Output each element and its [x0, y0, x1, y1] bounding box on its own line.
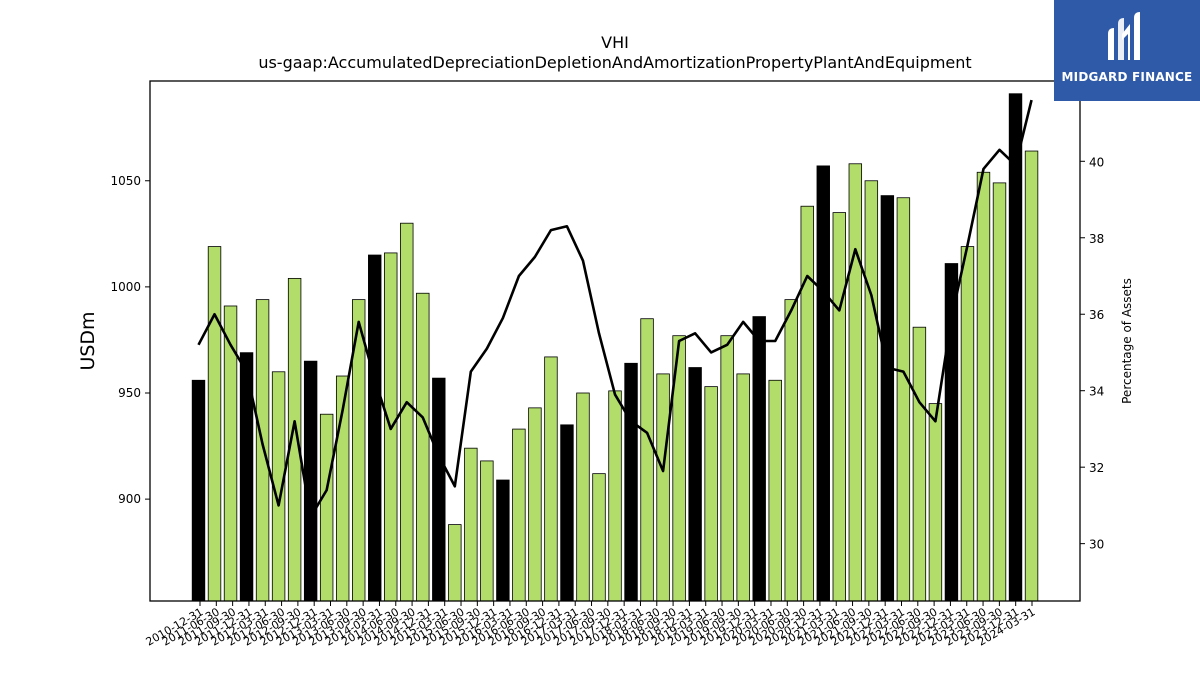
bar-quarterly: [592, 473, 606, 602]
y2-tick-label: 40: [1089, 155, 1104, 169]
bar-quarterly: [832, 212, 847, 602]
bar-annual: [816, 165, 830, 602]
bar-quarterly: [992, 182, 1007, 602]
bar-quarterly: [464, 447, 478, 602]
x-axis: 2010-12-312011-06-302011-09-302011-12-31…: [144, 601, 1038, 649]
y-axis-label: USDm: [77, 311, 99, 370]
y2-axis-label: Percentage of Assets: [1120, 278, 1134, 404]
y2-tick-label: 38: [1089, 232, 1104, 246]
y-axis-left: 900 950 1000 1050: [110, 174, 150, 506]
bar-annual: [368, 254, 382, 602]
brand-name: MIDGARD FINANCE: [1061, 70, 1193, 84]
bar-quarterly: [912, 326, 927, 602]
brand-logo: MIDGARD FINANCE: [1054, 0, 1200, 101]
y-axis-right: 30 32 34 36 38 40: [1080, 155, 1104, 552]
bar-quarterly: [960, 246, 975, 602]
bar-quarterly: [416, 292, 430, 602]
bar-quarterly: [528, 407, 542, 602]
plot-frame: [149, 80, 1081, 602]
bar-quarterly: [800, 205, 814, 602]
bar-quarterly: [480, 460, 494, 602]
bar-quarterly: [640, 318, 654, 602]
y2-tick-label: 34: [1089, 385, 1104, 399]
bar-quarterly: [576, 392, 590, 602]
y-tick-label: 1050: [110, 174, 141, 188]
bar-annual: [752, 316, 766, 602]
bar-annual: [624, 362, 638, 602]
bar-quarterly: [768, 379, 782, 602]
bar-series: [191, 93, 1039, 602]
bar-quarterly: [255, 299, 270, 602]
bar-quarterly: [656, 373, 670, 602]
bar-quarterly: [448, 524, 462, 602]
bar-quarterly: [720, 335, 734, 602]
line-series: [197, 99, 1033, 519]
y2-tick-label: 36: [1089, 308, 1104, 322]
bar-quarterly: [864, 180, 879, 602]
bar-annual: [191, 379, 206, 602]
bar-annual: [496, 479, 510, 602]
y2-tick-label: 32: [1089, 461, 1104, 475]
bar-quarterly: [1024, 150, 1039, 602]
bar-quarterly: [544, 356, 558, 602]
bar-annual: [303, 360, 318, 602]
chart-title: VHI: [601, 33, 629, 52]
y2-tick-label: 30: [1089, 538, 1104, 552]
y-tick-label: 950: [118, 386, 141, 400]
bar-annual: [880, 195, 895, 602]
midgard-logo-icon: [1108, 12, 1140, 60]
bar-annual: [1008, 93, 1023, 602]
percentage-of-assets-line: [197, 99, 1033, 519]
bar-quarterly: [784, 299, 798, 602]
bar-quarterly: [976, 171, 991, 602]
bar-quarterly: [608, 390, 622, 602]
bar-annual: [560, 424, 574, 602]
bar-quarterly: [736, 373, 750, 602]
chart-subtitle: us-gaap:AccumulatedDepreciationDepletion…: [258, 53, 971, 72]
y-tick-label: 1000: [110, 280, 141, 294]
bar-quarterly: [848, 163, 863, 602]
bar-quarterly: [512, 428, 526, 602]
bar-quarterly: [207, 246, 222, 602]
bar-annual: [688, 367, 702, 602]
bar-quarterly: [704, 386, 718, 602]
bar-quarterly: [319, 413, 334, 602]
y-tick-label: 900: [118, 492, 141, 506]
bar-quarterly: [928, 403, 943, 602]
bar-quarterly: [400, 222, 414, 602]
bar-quarterly: [896, 197, 911, 602]
bar-annual: [432, 377, 446, 602]
